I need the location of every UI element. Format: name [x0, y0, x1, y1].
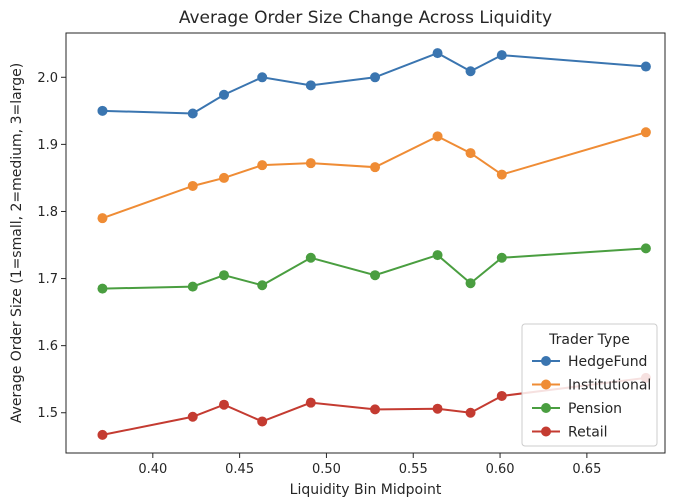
data-point: [370, 162, 381, 173]
data-point: [305, 397, 316, 408]
legend-entry: HedgeFund: [532, 354, 647, 370]
data-point: [496, 390, 507, 401]
data-point: [97, 283, 108, 294]
data-point: [465, 407, 476, 418]
data-point: [257, 280, 268, 291]
data-point: [465, 148, 476, 159]
data-point: [257, 160, 268, 171]
y-tick-label: 2.0: [37, 71, 58, 86]
data-point: [218, 172, 229, 183]
legend-label: Retail: [568, 425, 608, 441]
y-tick-label: 1.6: [37, 339, 58, 354]
data-point: [187, 281, 198, 292]
x-tick-label: 0.40: [138, 462, 167, 477]
series-hedgefund: [97, 48, 651, 119]
legend-entry: Institutional: [532, 378, 651, 394]
x-tick-label: 0.45: [225, 462, 254, 477]
x-tick-label: 0.55: [399, 462, 428, 477]
series-institutional: [97, 127, 651, 224]
data-point: [218, 270, 229, 281]
x-tick-label: 0.60: [486, 462, 515, 477]
legend-label: Pension: [568, 401, 622, 417]
y-tick-label: 1.7: [37, 272, 58, 287]
y-axis: 1.5 1.6 1.7 1.8 1.9 2.0: [37, 71, 66, 421]
data-point: [305, 80, 316, 91]
data-point: [496, 252, 507, 263]
y-tick-label: 1.8: [37, 205, 58, 220]
data-point: [97, 105, 108, 116]
legend-box: [521, 323, 658, 447]
legend-entries: HedgeFund Institutional Pension Retail: [532, 354, 651, 441]
x-axis: 0.40 0.45 0.50 0.55 0.60 0.65: [138, 453, 601, 477]
data-point: [432, 250, 443, 261]
legend-entry: Pension: [532, 401, 622, 417]
data-point: [370, 270, 381, 281]
data-point: [496, 50, 507, 61]
legend-marker: [541, 426, 551, 437]
data-point: [432, 48, 443, 59]
data-point: [640, 127, 651, 138]
series-line: [102, 52, 646, 115]
legend-label: HedgeFund: [568, 354, 647, 370]
chart-title: Average Order Size Change Across Liquidi…: [179, 8, 552, 28]
series-pension: [97, 243, 651, 294]
data-point: [97, 429, 108, 440]
series-line: [102, 376, 647, 436]
data-point: [187, 411, 198, 422]
plot-frame: [65, 32, 666, 454]
series-layer: [97, 48, 651, 440]
data-point: [370, 404, 381, 415]
y-tick-label: 1.5: [37, 406, 58, 421]
legend-entry: Retail: [532, 425, 608, 441]
data-point: [432, 131, 443, 142]
y-axis-label: Average Order Size (1=small, 2=medium, 3…: [9, 63, 25, 423]
data-point: [305, 158, 316, 169]
series-line: [102, 131, 647, 220]
data-point: [370, 72, 381, 83]
data-point: [97, 213, 108, 224]
legend: Trader Type HedgeFund Institutional Pensio…: [521, 323, 658, 447]
series-line: [102, 247, 646, 290]
legend-title: Trader Type: [548, 332, 630, 348]
data-point: [496, 169, 507, 180]
data-point: [432, 403, 443, 414]
data-point: [305, 252, 316, 263]
data-point: [257, 416, 268, 427]
x-tick-label: 0.50: [312, 462, 341, 477]
data-point: [257, 72, 268, 83]
data-point: [187, 180, 198, 191]
legend-marker: [541, 403, 551, 413]
data-point: [465, 278, 476, 289]
data-point: [640, 243, 651, 254]
data-point: [640, 61, 651, 72]
y-tick-label: 1.9: [37, 138, 58, 153]
data-point: [465, 66, 476, 77]
data-point: [218, 89, 229, 100]
x-tick-label: 0.65: [572, 462, 601, 477]
legend-marker: [541, 379, 551, 390]
legend-label: Institutional: [568, 378, 651, 394]
data-point: [218, 399, 229, 410]
x-axis-label: Liquidity Bin Midpoint: [290, 482, 442, 498]
legend-marker: [541, 356, 551, 366]
data-point: [187, 108, 198, 119]
